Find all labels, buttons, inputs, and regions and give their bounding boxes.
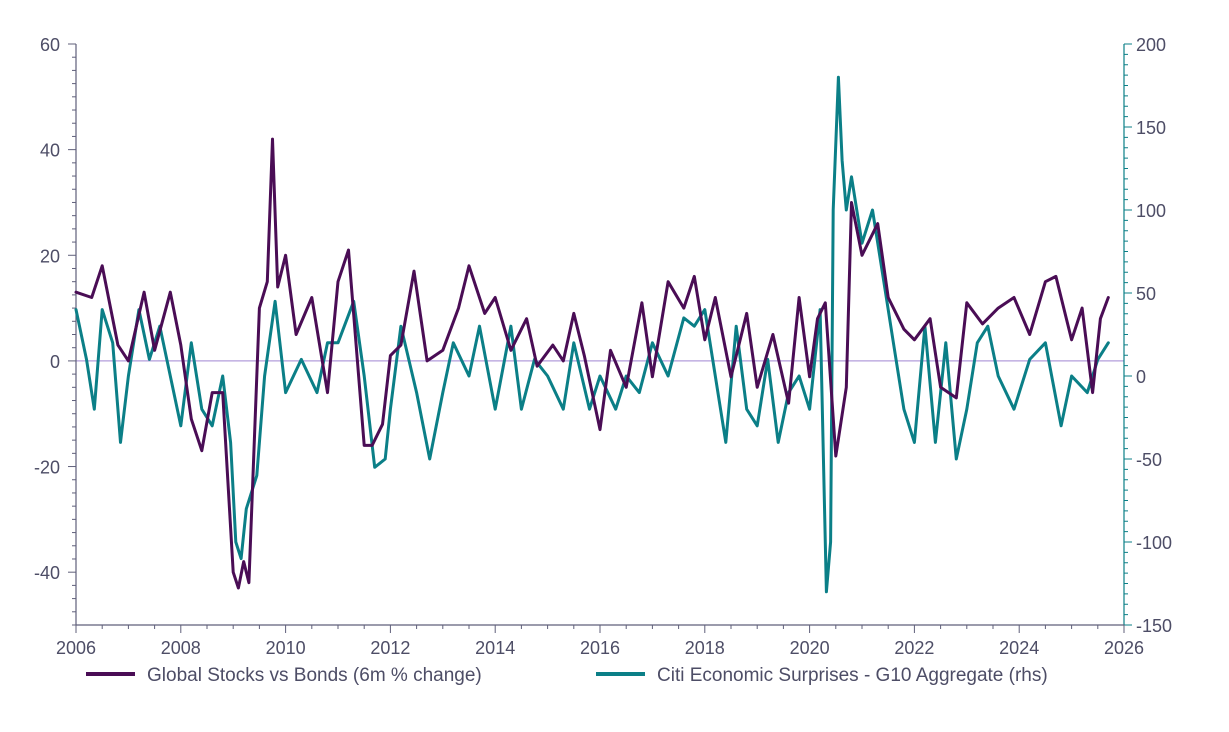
- left-tick-label: -40: [34, 563, 60, 583]
- series-line-stocks-bonds: [74, 137, 1110, 590]
- x-tick-label: 2006: [56, 638, 96, 658]
- right-tick-label: 50: [1136, 284, 1156, 304]
- x-tick-label: 2020: [790, 638, 830, 658]
- x-tick-label: 2012: [370, 638, 410, 658]
- x-tick-label: 2018: [685, 638, 725, 658]
- x-tick-label: 2026: [1104, 638, 1144, 658]
- x-tick-label: 2016: [580, 638, 620, 658]
- left-tick-label: 20: [40, 246, 60, 266]
- x-tick-label: 2010: [266, 638, 306, 658]
- x-tick-label: 2022: [894, 638, 934, 658]
- axes-layer: 6040200-20-40200150100500-50-100-1502006…: [34, 35, 1172, 658]
- left-tick-label: 0: [50, 352, 60, 372]
- x-tick-label: 2008: [161, 638, 201, 658]
- series-layer: [74, 75, 1110, 594]
- right-tick-label: 100: [1136, 201, 1166, 221]
- left-tick-label: 40: [40, 141, 60, 161]
- right-tick-label: 200: [1136, 35, 1166, 55]
- legend-label-citi-surprises: Citi Economic Surprises - G10 Aggregate …: [657, 665, 1048, 686]
- legend: Global Stocks vs Bonds (6m % change) Cit…: [86, 665, 1048, 686]
- legend-label-stocks-bonds: Global Stocks vs Bonds (6m % change): [147, 665, 482, 686]
- series-line-citi-surprises: [74, 75, 1110, 594]
- x-tick-label: 2024: [999, 638, 1039, 658]
- right-tick-label: 0: [1136, 367, 1146, 387]
- right-tick-label: -150: [1136, 616, 1172, 636]
- left-tick-label: 60: [40, 35, 60, 55]
- right-tick-label: -50: [1136, 450, 1162, 470]
- right-tick-label: 150: [1136, 118, 1166, 138]
- left-tick-label: -20: [34, 458, 60, 478]
- x-tick-label: 2014: [475, 638, 515, 658]
- right-tick-label: -100: [1136, 533, 1172, 553]
